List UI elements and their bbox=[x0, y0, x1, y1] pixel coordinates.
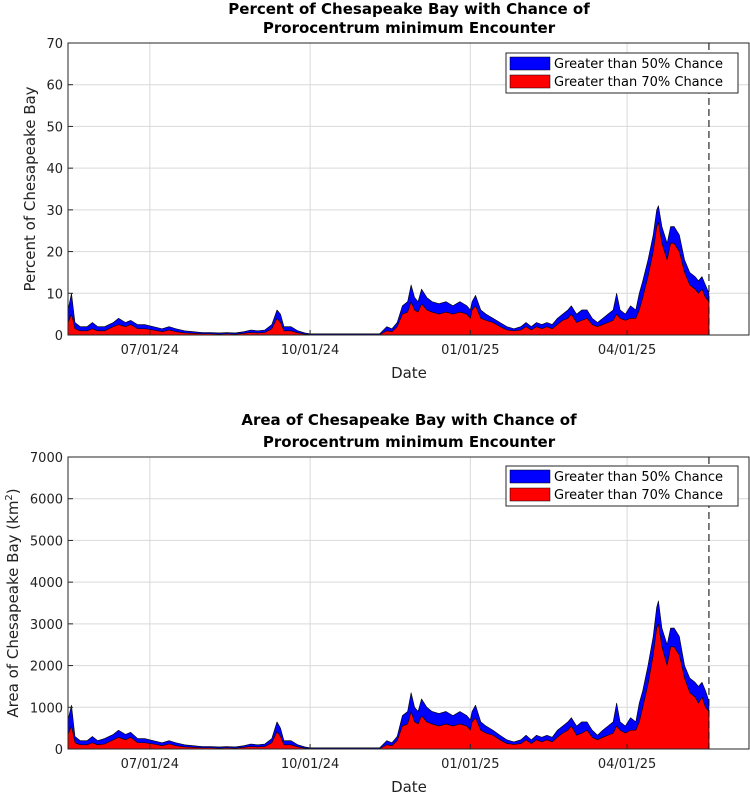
percent-chart: Percent of Chesapeake Bay with Chance of… bbox=[21, 0, 750, 382]
y-tick-label: 40 bbox=[46, 162, 63, 177]
x-tick-label: 01/01/25 bbox=[441, 343, 499, 358]
y-tick-label: 2000 bbox=[30, 660, 63, 675]
x-axis-label: Date bbox=[391, 364, 427, 382]
area-chart: Area of Chesapeake Bay with Chance of Pr… bbox=[4, 411, 750, 794]
x-tick-label: 04/01/25 bbox=[598, 343, 656, 358]
y-tick-labels: 0 1000 2000 3000 4000 5000 6000 7000 bbox=[30, 451, 73, 758]
y-tick-label: 5000 bbox=[30, 534, 63, 549]
legend: Greater than 50% Chance Greater than 70%… bbox=[505, 52, 739, 94]
chart-title-line-2: Prorocentrum minimum Encounter bbox=[263, 433, 556, 451]
plot-frame bbox=[67, 42, 750, 336]
area-series bbox=[67, 600, 710, 750]
y-tick-label: 4000 bbox=[30, 576, 63, 591]
y-tick-label: 70 bbox=[46, 37, 63, 52]
x-tick-label: 01/01/25 bbox=[441, 757, 499, 772]
y-tick-label: 60 bbox=[46, 79, 63, 94]
chart-title-line-1: Area of Chesapeake Bay with Chance of bbox=[241, 411, 577, 429]
legend-swatch-70 bbox=[509, 74, 551, 89]
area-series-gt70 bbox=[67, 623, 710, 750]
legend-swatch-70 bbox=[509, 487, 551, 502]
chart-title-line-2: Prorocentrum minimum Encounter bbox=[263, 19, 556, 37]
y-tick-label: 10 bbox=[46, 287, 63, 302]
x-tick-label: 07/01/24 bbox=[121, 343, 179, 358]
y-tick-label: 7000 bbox=[30, 451, 63, 466]
y-axis-label: Area of Chesapeake Bay (km2) bbox=[4, 488, 22, 717]
y-axis-label-main: Area of Chesapeake Bay (km bbox=[4, 501, 22, 718]
area-series-gt70 bbox=[67, 222, 710, 336]
area-series-gt50 bbox=[67, 600, 710, 750]
legend-swatch-50 bbox=[509, 56, 551, 71]
x-tick-label: 04/01/25 bbox=[598, 757, 656, 772]
x-tick-label: 10/01/24 bbox=[281, 757, 339, 772]
y-axis-label-superscript: 2 bbox=[4, 494, 15, 500]
legend: Greater than 50% Chance Greater than 70%… bbox=[505, 465, 739, 507]
y-tick-label: 0 bbox=[55, 329, 63, 344]
x-tick-label: 10/01/24 bbox=[281, 343, 339, 358]
legend-label-70: Greater than 70% Chance bbox=[554, 75, 723, 90]
y-tick-label: 3000 bbox=[30, 618, 63, 633]
y-tick-labels: 0 10 20 30 40 50 60 70 bbox=[46, 37, 73, 344]
y-tick-label: 30 bbox=[46, 204, 63, 219]
plot-frame bbox=[67, 456, 750, 750]
y-tick-label: 1000 bbox=[30, 701, 63, 716]
y-tick-label: 20 bbox=[46, 246, 63, 261]
legend-label-50: Greater than 50% Chance bbox=[554, 57, 723, 72]
area-series bbox=[67, 205, 710, 336]
area-series-gt50 bbox=[67, 205, 710, 336]
y-axis-label: Percent of Chesapeake Bay bbox=[21, 86, 39, 291]
legend-label-50: Greater than 50% Chance bbox=[554, 470, 723, 485]
x-tick-labels: 07/01/24 10/01/24 01/01/25 04/01/25 bbox=[121, 744, 656, 772]
y-tick-label: 0 bbox=[55, 743, 63, 758]
chart-title-line-1: Percent of Chesapeake Bay with Chance of bbox=[228, 0, 590, 18]
x-tick-label: 07/01/24 bbox=[121, 757, 179, 772]
x-tick-labels: 07/01/24 10/01/24 01/01/25 04/01/25 bbox=[121, 330, 656, 358]
legend-label-70: Greater than 70% Chance bbox=[554, 488, 723, 503]
x-axis-label: Date bbox=[391, 778, 427, 794]
y-axis-label-end: ) bbox=[4, 488, 22, 494]
legend-swatch-50 bbox=[509, 469, 551, 484]
y-tick-label: 50 bbox=[46, 120, 63, 135]
y-tick-label: 6000 bbox=[30, 493, 63, 508]
